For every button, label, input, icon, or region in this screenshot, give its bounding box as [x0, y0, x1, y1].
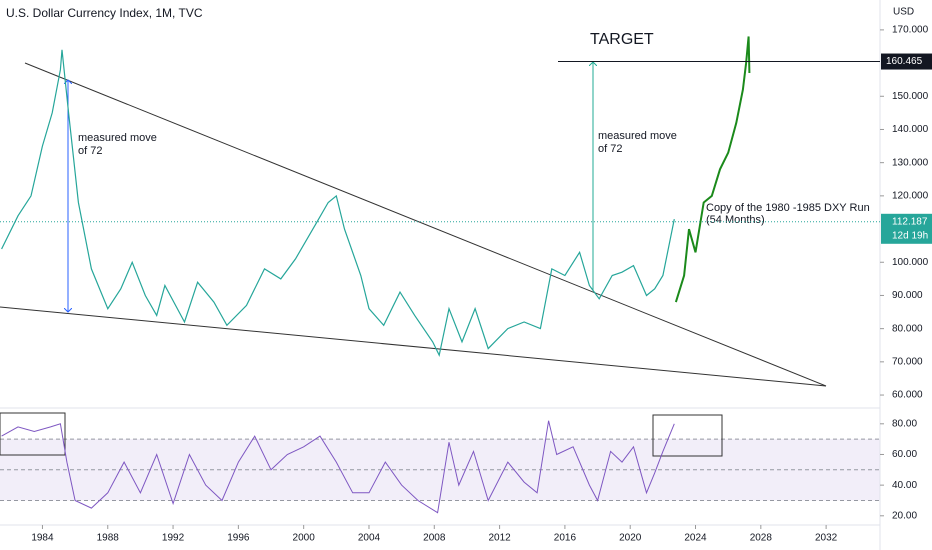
- rsi-line: [1, 420, 675, 514]
- rsi-tick-label: 40.00: [892, 480, 917, 491]
- annotation: measured move: [78, 132, 157, 144]
- x-tick-label: 2032: [815, 533, 838, 544]
- price-line: [674, 36, 751, 303]
- target-label: TARGET: [590, 31, 654, 48]
- annotation: measured move: [598, 130, 677, 142]
- y-tick-label: 130.000: [892, 157, 929, 168]
- annotation: of 72: [78, 145, 102, 157]
- price-line: [1, 49, 675, 358]
- rsi-tick-label: 60.00: [892, 449, 917, 460]
- x-tick-label: 2020: [619, 533, 642, 544]
- rsi-tick-label: 20.00: [892, 510, 917, 521]
- x-tick-label: 2000: [293, 533, 316, 544]
- countdown-label: 12d 19h: [892, 230, 928, 241]
- x-tick-label: 2008: [423, 533, 446, 544]
- target-tag: [881, 53, 932, 70]
- x-tick-label: 1984: [31, 533, 54, 544]
- y-tick-label: 80.000: [892, 323, 923, 334]
- currency-label: USD: [893, 7, 914, 18]
- x-tick-label: 1992: [162, 533, 185, 544]
- x-tick-label: 2016: [554, 533, 577, 544]
- lower-trendline: [0, 306, 827, 387]
- annotation: Copy of the 1980 -1985 DXY Run: [706, 202, 870, 214]
- x-tick-label: 2012: [488, 533, 511, 544]
- x-tick-label: 2024: [684, 533, 707, 544]
- rsi-band-group: [0, 438, 880, 501]
- annotation: (54 Months): [706, 214, 765, 226]
- last-price-label: 112.187: [892, 216, 928, 227]
- y-tick-label: 60.000: [892, 390, 923, 401]
- y-tick-label: 120.000: [892, 191, 929, 202]
- y-tick-label: 100.000: [892, 257, 929, 268]
- y-tick-label: 140.000: [892, 124, 929, 135]
- x-tick-label: 2028: [750, 533, 773, 544]
- x-tick-label: 2004: [358, 533, 381, 544]
- rsi-tick-label: 80.00: [892, 418, 917, 429]
- rsi-box: [0, 412, 66, 456]
- y-tick-label: 70.000: [892, 356, 923, 367]
- last-price-tag: [881, 213, 932, 244]
- x-tick-label: 1988: [97, 533, 120, 544]
- x-tick-label: 1996: [227, 533, 250, 544]
- y-tick-label: 150.000: [892, 91, 929, 102]
- y-tick-label: 170.000: [892, 25, 929, 36]
- rsi-band: [0, 439, 880, 501]
- rsi-box: [652, 414, 723, 457]
- annotation: of 72: [598, 143, 622, 155]
- upper-trendline: [24, 62, 827, 387]
- chart-title: U.S. Dollar Currency Index, 1M, TVC: [6, 6, 203, 20]
- y-tick-label: 90.000: [892, 290, 923, 301]
- target-tag-label: 160.465: [886, 56, 923, 67]
